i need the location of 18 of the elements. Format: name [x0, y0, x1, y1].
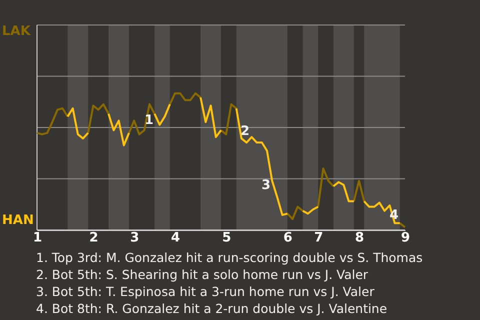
text: 2. Bot 5th: S. Shearing hit a solo home run vs J. Valer	[36, 267, 369, 282]
text: 3. Bot 5th: T. Espinosa hit a 3-run home run vs J. Valer	[36, 284, 376, 299]
x-tick-label: 4	[170, 230, 180, 246]
x-tick-label: 5	[222, 230, 232, 246]
x-tick-label: 8	[354, 230, 364, 246]
x-tick-label: 6	[283, 230, 292, 246]
annotation: 2	[240, 124, 250, 139]
x-tick-label: 3	[130, 230, 140, 246]
annotation: 1	[144, 113, 154, 128]
x-tick-label: 2	[89, 230, 98, 246]
text: 4. Bot 8th: R. Gonzalez hit a 2-run double vs J. Valentine	[36, 301, 388, 316]
text: LAK	[2, 24, 32, 39]
x-tick-label: 7	[314, 230, 324, 246]
text: 1. Top 3rd: M. Gonzalez hit a run-scoring double vs S. Thomas	[36, 250, 423, 265]
annotation: 3	[261, 178, 271, 193]
text: HAN	[2, 213, 34, 228]
x-tick-label: 1	[32, 230, 42, 246]
x-tick-label: 9	[400, 230, 410, 246]
